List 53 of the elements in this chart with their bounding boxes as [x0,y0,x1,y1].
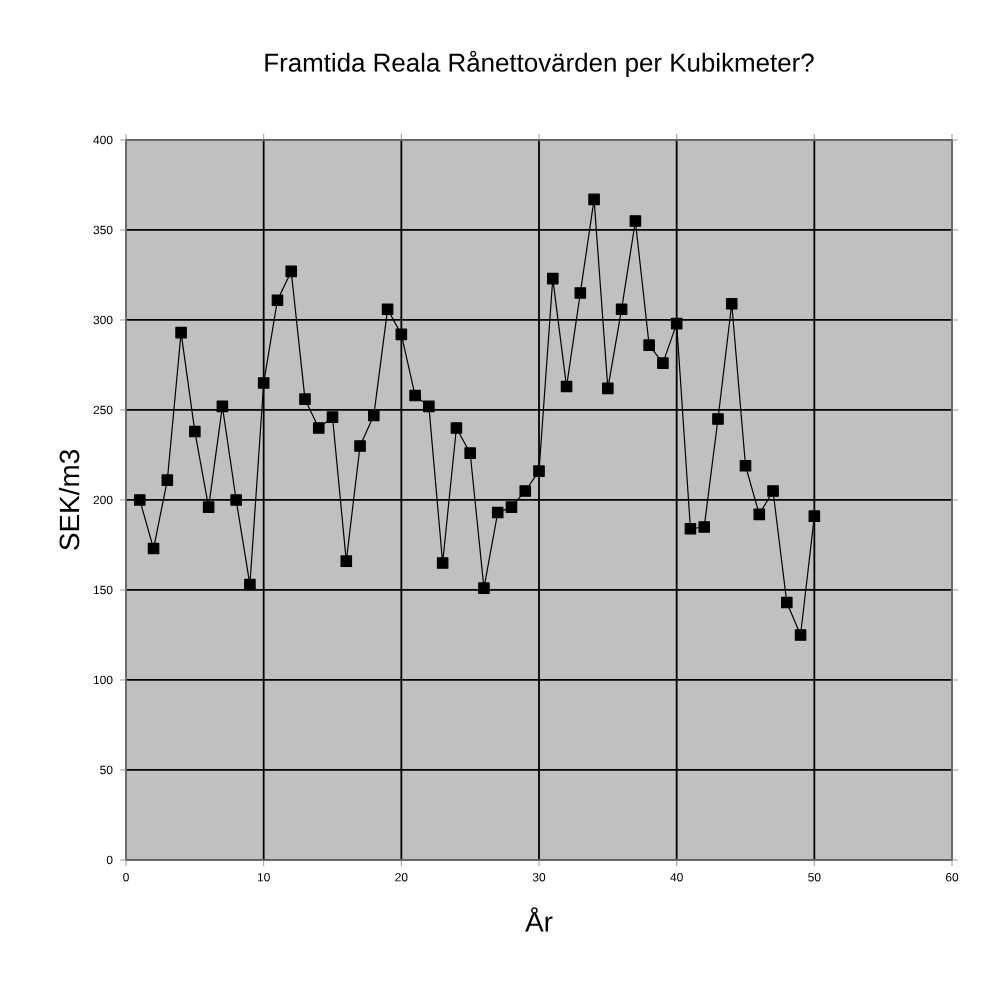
point [147,542,160,555]
point [368,409,380,422]
point [161,474,174,486]
point [615,303,628,315]
point [423,400,435,413]
point [354,440,366,452]
point [519,485,532,497]
point [257,377,270,389]
point [189,425,201,438]
point [230,494,242,506]
point [505,501,518,513]
point [340,555,353,567]
point [712,413,724,425]
point [450,422,463,434]
point [767,485,779,497]
point [244,578,256,591]
x-axis-title: År [525,907,553,932]
point [216,400,229,413]
point [491,506,504,519]
point [602,382,614,395]
chart-title: Framtida Reala Rånettovärden per Kubikmeter? [265,50,814,77]
point [808,510,821,522]
point [271,294,284,306]
point [657,357,669,369]
point [560,380,573,393]
point [409,389,421,402]
point [588,193,600,206]
point [781,596,793,609]
point [725,297,738,310]
point [753,508,766,521]
point [684,522,697,535]
point [546,272,559,285]
point [698,521,711,533]
point [739,459,752,472]
point [202,501,215,513]
point [670,317,683,330]
point [574,287,587,299]
point [643,339,655,351]
point [533,465,545,477]
point [629,215,642,227]
y-axis-title: SEK/m3 [58,450,80,550]
point [326,411,339,423]
point [312,422,325,434]
point [299,393,311,405]
point [794,629,807,641]
point [381,303,394,315]
point [478,582,490,594]
point [175,326,187,339]
point [395,328,408,341]
point [464,447,476,459]
point [133,494,146,506]
point [436,557,449,569]
point [285,265,298,278]
